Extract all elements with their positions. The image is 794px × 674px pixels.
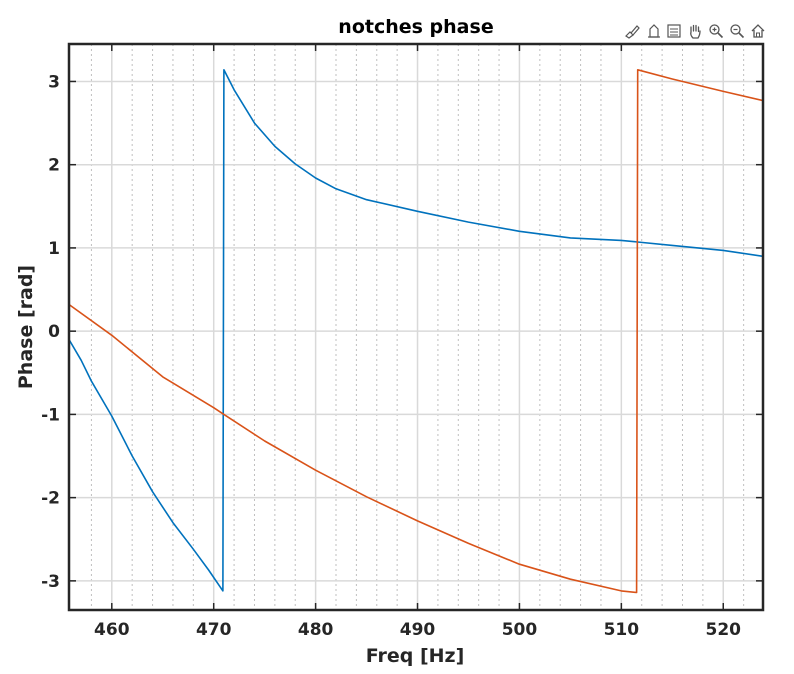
chart-title: notches phase	[338, 16, 493, 38]
y-tick-label: -2	[41, 489, 60, 509]
y-tick-label: -1	[41, 405, 60, 425]
x-tick-label: 470	[196, 620, 232, 640]
zoom-out-icon[interactable]	[727, 21, 747, 41]
x-tick-label: 480	[298, 620, 334, 640]
ticks: 460 470 480 490 500 510 520 -3 -2 -1 0 1 2 3	[41, 44, 763, 640]
y-tick-label: 2	[48, 156, 60, 176]
x-tick-label: 500	[502, 620, 538, 640]
x-tick-label: 510	[604, 620, 640, 640]
pan-icon[interactable]	[685, 21, 705, 41]
axes-toolbar	[622, 20, 768, 42]
series-line-2	[68, 69, 764, 594]
grid	[69, 44, 763, 610]
y-tick-label: 3	[48, 72, 60, 92]
y-tick-label: 0	[48, 322, 60, 342]
series-line-1	[68, 69, 764, 592]
axes-box	[67, 42, 765, 612]
datatip-icon[interactable]	[643, 21, 663, 41]
x-tick-label: 520	[706, 620, 742, 640]
y-axis-title: Phase [rad]	[15, 265, 37, 389]
zoom-in-icon[interactable]	[706, 21, 726, 41]
x-tick-label: 490	[400, 620, 436, 640]
y-tick-label: 1	[48, 239, 60, 259]
legend-icon[interactable]	[664, 21, 684, 41]
plot-lines	[68, 69, 764, 594]
brush-icon[interactable]	[622, 21, 642, 41]
x-tick-label: 460	[94, 620, 130, 640]
x-axis-title: Freq [Hz]	[366, 645, 465, 667]
home-icon[interactable]	[748, 21, 768, 41]
y-tick-label: -3	[41, 572, 60, 592]
